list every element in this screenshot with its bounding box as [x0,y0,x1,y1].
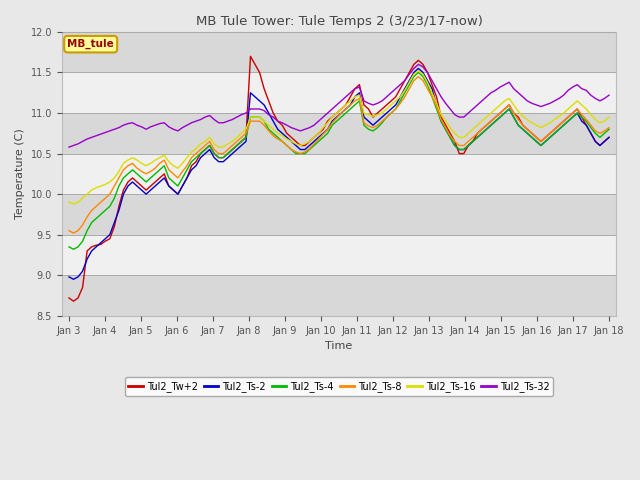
Text: MB_tule: MB_tule [67,39,114,49]
Title: MB Tule Tower: Tule Temps 2 (3/23/17-now): MB Tule Tower: Tule Temps 2 (3/23/17-now… [196,15,483,28]
Bar [62,113,616,154]
Y-axis label: Temperature (C): Temperature (C) [15,129,25,219]
Bar [62,32,616,72]
Bar [62,194,616,235]
Bar [62,154,616,194]
Bar [62,72,616,113]
Bar [62,235,616,275]
Legend: Tul2_Tw+2, Tul2_Ts-2, Tul2_Ts-4, Tul2_Ts-8, Tul2_Ts-16, Tul2_Ts-32: Tul2_Tw+2, Tul2_Ts-2, Tul2_Ts-4, Tul2_Ts… [125,377,554,396]
Bar [62,275,616,316]
X-axis label: Time: Time [325,341,353,351]
